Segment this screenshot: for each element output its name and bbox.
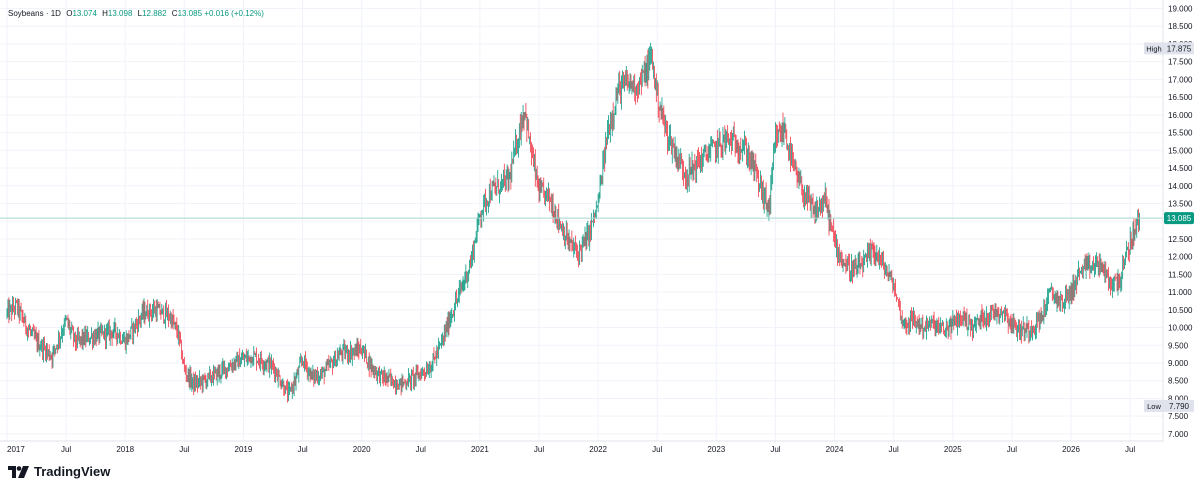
open-label: O xyxy=(66,9,73,18)
low-label: L xyxy=(137,9,143,18)
chart-grid xyxy=(0,0,1163,441)
x-tick-label: Jul xyxy=(1125,445,1135,454)
y-tick-label: 16.000 xyxy=(1168,111,1193,120)
tradingview-logo-icon xyxy=(8,465,29,478)
x-tick-label: 2019 xyxy=(235,445,253,454)
y-tick-label: 13.500 xyxy=(1168,199,1193,208)
x-tick-label: Jul xyxy=(1007,445,1017,454)
x-tick-label: Jul xyxy=(770,445,780,454)
x-tick-label: 2024 xyxy=(826,445,844,454)
y-tick-label: 11.500 xyxy=(1168,270,1192,279)
x-tick-label: Jul xyxy=(297,445,307,454)
candlestick-series xyxy=(6,42,1140,403)
x-tick-label: Jul xyxy=(534,445,544,454)
y-tick-label: 15.000 xyxy=(1168,146,1193,155)
y-tick-label: 10.000 xyxy=(1168,324,1193,333)
time-axis: 2017 Jul 2018 Jul 2019 Jul 2020 Jul 2021 Jul 2022 J… xyxy=(0,440,1163,454)
x-tick-label: 2026 xyxy=(1062,445,1080,454)
last-price-tag-bg xyxy=(1164,212,1194,225)
x-tick-label: Jul xyxy=(416,445,426,454)
y-tick-label: 19.000 xyxy=(1168,5,1193,14)
x-tick-label: 2018 xyxy=(116,445,134,454)
low-marker-label: Low xyxy=(1147,402,1161,411)
x-tick-label: 2025 xyxy=(944,445,962,454)
legend-separator: · xyxy=(45,9,49,18)
y-tick-label: 14.500 xyxy=(1168,164,1193,173)
low-marker-value: 7.790 xyxy=(1169,402,1190,411)
y-tick-label: 7.000 xyxy=(1168,430,1189,439)
price-markers: 13.085 High 17.875 Low 7.790 xyxy=(1144,42,1194,412)
x-tick-label: Jul xyxy=(889,445,899,454)
high-marker-value-bg xyxy=(1164,42,1194,55)
change-value: +0.016 (+0.12%) xyxy=(204,9,264,18)
y-tick-label: 17.000 xyxy=(1168,75,1193,84)
high-marker-label-bg xyxy=(1144,42,1164,55)
x-tick-label: Jul xyxy=(652,445,662,454)
low-value: 12.882 xyxy=(142,9,167,18)
close-label: C xyxy=(171,9,178,18)
y-tick-label: 7.500 xyxy=(1168,412,1189,421)
y-tick-label: 11.000 xyxy=(1168,288,1192,297)
y-tick-label: 12.500 xyxy=(1168,235,1193,244)
low-marker: Low 7.790 xyxy=(1144,399,1194,412)
y-tick-label: 12.000 xyxy=(1168,253,1193,262)
y-tick-label: 9.500 xyxy=(1168,341,1189,350)
high-value: 13.098 xyxy=(107,9,133,18)
y-tick-label: 8.500 xyxy=(1168,377,1189,386)
low-marker-label-bg xyxy=(1144,399,1164,412)
interval-label[interactable]: 1D xyxy=(50,9,61,18)
tradingview-brand[interactable]: TradingView xyxy=(8,464,110,479)
open-value: 13.074 xyxy=(72,9,97,18)
x-tick-label: Jul xyxy=(61,445,71,454)
x-tick-label: Jul xyxy=(179,445,189,454)
y-tick-label: 14.000 xyxy=(1168,182,1193,191)
last-price-tag-text: 13.085 xyxy=(1167,214,1192,223)
x-tick-label: 2023 xyxy=(707,445,725,454)
y-tick-label: 17.500 xyxy=(1168,58,1193,67)
high-label: H xyxy=(102,9,108,18)
high-marker-value: 17.875 xyxy=(1167,44,1192,53)
symbol-name[interactable]: Soybeans xyxy=(8,9,44,18)
y-tick-label: 9.000 xyxy=(1168,359,1189,368)
y-tick-label: 15.500 xyxy=(1168,129,1193,138)
y-tick-label: 8.000 xyxy=(1168,394,1189,403)
x-tick-label: 2017 xyxy=(7,445,25,454)
symbol-legend[interactable]: Soybeans · 1D O13.074 H13.098 L12.882 C1… xyxy=(8,9,264,18)
y-tick-label: 18.500 xyxy=(1168,22,1193,31)
x-tick-label: 2021 xyxy=(471,445,489,454)
high-marker-label: High xyxy=(1146,44,1161,53)
high-marker: High 17.875 xyxy=(1144,42,1194,55)
low-marker-value-bg xyxy=(1164,399,1194,412)
x-tick-label: 2020 xyxy=(353,445,371,454)
y-tick-label: 10.500 xyxy=(1168,306,1193,315)
x-tick-label: 2022 xyxy=(589,445,607,454)
brand-name: TradingView xyxy=(34,464,111,479)
y-tick-label: 16.500 xyxy=(1168,93,1193,102)
close-value: 13.085 xyxy=(177,9,203,18)
last-price-tag: 13.085 xyxy=(1164,212,1194,225)
